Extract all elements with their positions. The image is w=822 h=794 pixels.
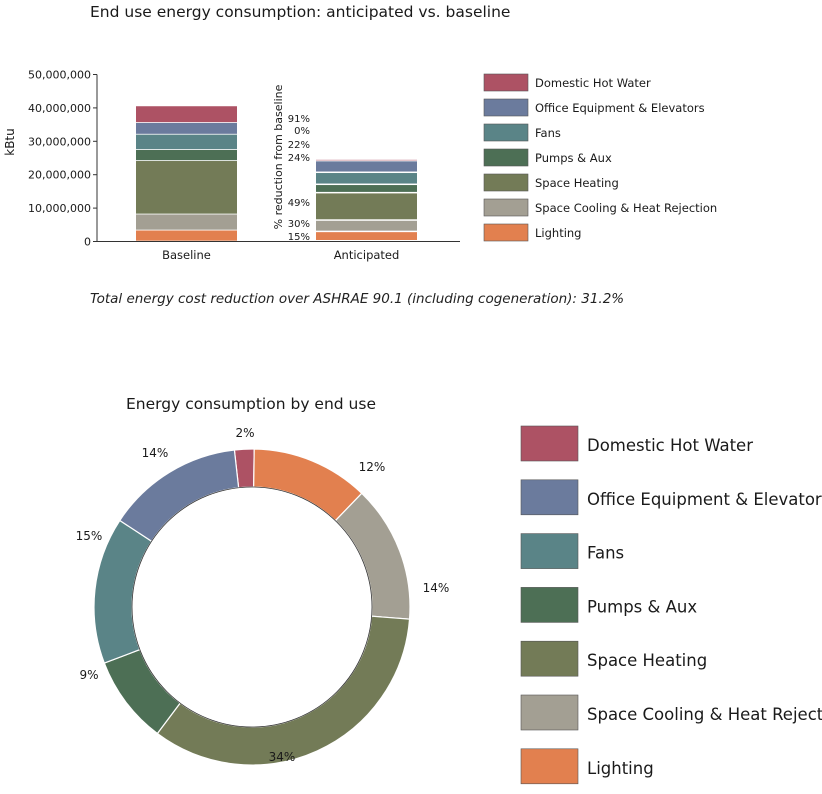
legend-swatch-fans [483, 123, 529, 142]
bar-chart: End use energy consumption: anticipated … [3, 3, 717, 262]
legend-label-office-equipment-and-elevators: Office Equipment & Elevators [535, 101, 705, 115]
donut-legend-label-pumps-and-aux: Pumps & Aux [587, 597, 697, 616]
y-tick-label: 30,000,000 [28, 135, 91, 148]
x-tick-label: Anticipated [334, 248, 400, 262]
cost-reduction-note: Total energy cost reduction over ASHRAE … [90, 291, 625, 307]
donut-legend-swatch-lighting [520, 748, 579, 785]
donut-label-domestic-hot-water: 2% [235, 426, 254, 440]
legend-swatch-lighting [483, 223, 529, 242]
bar-segment-anticipated-office-equipment-and-elevators [316, 161, 417, 172]
donut-legend-label-fans: Fans [587, 544, 624, 563]
donut-legend-swatch-fans [520, 533, 579, 569]
donut-legend-label-space-heating: Space Heating [587, 651, 707, 670]
legend-swatch-pumps-and-aux [483, 148, 529, 167]
reduction-label-space-heating: 49% [288, 198, 310, 209]
x-tick-label: Baseline [162, 248, 211, 262]
legend-label-space-heating: Space Heating [535, 176, 619, 190]
bar-segment-baseline-pumps-and-aux [136, 149, 237, 161]
bar-segment-anticipated-domestic-hot-water [316, 159, 417, 161]
bar-segment-anticipated-space-heating [316, 193, 417, 220]
legend-swatch-space-heating [483, 173, 529, 192]
bar-segment-baseline-lighting [136, 230, 237, 241]
y-tick-label: 40,000,000 [28, 102, 91, 115]
reduction-label-space-cooling-and-heat-rejection: 30% [288, 219, 310, 230]
legend-label-domestic-hot-water: Domestic Hot Water [535, 76, 651, 90]
donut-legend-label-space-cooling-and-heat-rejection: Space Cooling & Heat Rejection [587, 705, 822, 724]
donut-hole [131, 486, 373, 728]
donut-legend-label-domestic-hot-water: Domestic Hot Water [587, 436, 753, 455]
donut-label-office-equipment-and-elevators: 14% [142, 446, 169, 460]
donut-legend-swatch-space-cooling-and-heat-rejection [520, 694, 579, 731]
bar-segment-baseline-fans [136, 134, 237, 150]
donut-legend-swatch-space-heating [520, 640, 579, 677]
bar-segment-baseline-space-cooling-and-heat-rejection [136, 214, 237, 230]
reduction-label-fans: 22% [288, 140, 310, 151]
donut-label-lighting: 12% [359, 460, 386, 474]
y-tick-label: 0 [84, 236, 91, 249]
bar-segment-anticipated-pumps-and-aux [316, 185, 417, 192]
reduction-label-pumps-and-aux: 24% [288, 153, 310, 164]
bar-segment-baseline-domestic-hot-water [136, 106, 237, 123]
donut-chart-legend: Domestic Hot Water Office Equipment & Ele… [520, 425, 822, 785]
donut-chart: Energy consumption by end use 2% 12% 14% 34%… [76, 395, 822, 785]
legend-label-pumps-and-aux: Pumps & Aux [535, 151, 612, 165]
bar-chart-title: End use energy consumption: anticipated … [90, 3, 510, 21]
reduction-label-domestic-hot-water: 91% [288, 114, 310, 125]
bar-segment-anticipated-lighting [316, 232, 417, 240]
legend-label-fans: Fans [535, 126, 561, 140]
bar-chart-legend: Domestic Hot Water Office Equipment & Ele… [483, 73, 717, 242]
reduction-label-office-equipment-and-elevators: 0% [294, 126, 310, 137]
donut-label-fans: 15% [76, 529, 103, 543]
donut-legend-swatch-pumps-and-aux [520, 587, 579, 623]
legend-label-lighting: Lighting [535, 226, 581, 240]
legend-swatch-office-equipment-and-elevators [483, 98, 529, 117]
y-tick-label: 50,000,000 [28, 69, 91, 82]
legend-label-space-cooling-and-heat-rejection: Space Cooling & Heat Rejection [535, 201, 717, 215]
reduction-axis-label: % reduction from baseline [272, 84, 285, 229]
donut-legend-swatch-office-equipment-and-elevators [520, 479, 579, 516]
legend-swatch-space-cooling-and-heat-rejection [483, 198, 529, 217]
y-tick-label: 20,000,000 [28, 169, 91, 182]
donut-legend-label-lighting: Lighting [587, 759, 654, 778]
legend-swatch-domestic-hot-water [483, 73, 529, 92]
donut-label-space-heating: 34% [269, 750, 296, 764]
y-axis-label: kBtu [3, 128, 17, 156]
bar-segment-anticipated-space-cooling-and-heat-rejection [316, 220, 417, 231]
donut-label-space-cooling-and-heat-rejection: 14% [423, 581, 450, 595]
bar-segment-anticipated-fans [316, 173, 417, 184]
donut-legend-label-office-equipment-and-elevators: Office Equipment & Elevators [587, 490, 822, 509]
reduction-label-lighting: 15% [288, 232, 310, 243]
bar-segment-baseline-space-heating [136, 161, 237, 214]
donut-label-pumps-and-aux: 9% [79, 668, 98, 682]
donut-chart-title: Energy consumption by end use [126, 395, 376, 413]
bar-segment-baseline-office-equipment-and-elevators [136, 122, 237, 134]
donut-legend-swatch-domestic-hot-water [520, 425, 579, 462]
y-tick-label: 10,000,000 [28, 202, 91, 215]
